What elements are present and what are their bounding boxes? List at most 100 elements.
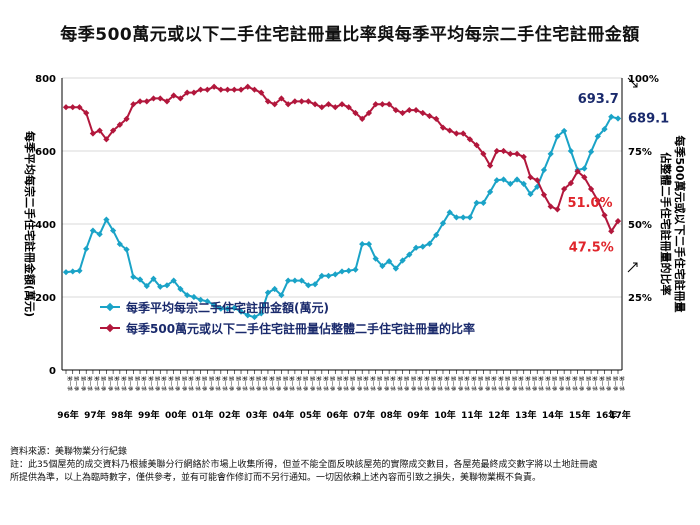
x-quarter-label: 第一季 [248,376,255,391]
point-amount [540,166,548,174]
x-year-label: 13年 [515,409,537,421]
x-quarter-label: 第一季 [295,376,302,391]
point-amount [587,148,595,155]
x-quarter-label: 第一季 [423,376,430,391]
point-amount [271,285,278,293]
point-amount [103,216,110,223]
point-ratio [318,104,325,111]
point-ratio [83,109,90,117]
y-left-tick-label: 0 [49,366,56,377]
y-right-tick-label: 100% [628,74,659,85]
x-year-label: 96年 [57,409,79,421]
point-amount [69,268,76,275]
x-quarter-label: 第一季 [194,376,201,391]
point-ratio [197,86,204,93]
point-amount [83,245,90,252]
point-amount [325,272,332,279]
point-ratio [157,95,164,102]
x-quarter-label: 第一季 [544,376,551,391]
point-ratio [493,147,500,155]
arrow-amount-icon [627,77,638,88]
x-quarter-label: 第一季 [147,376,154,391]
point-ratio [136,98,144,105]
x-quarter-label: 第一季 [396,376,403,391]
x-year-label: 98年 [111,409,133,421]
point-amount [264,289,272,296]
point-ratio [244,83,251,90]
point-amount [278,292,285,299]
point-ratio [311,101,319,108]
x-quarter-label: 第一季 [100,376,107,391]
point-amount [426,240,433,247]
x-quarter-label: 第一季 [477,376,484,391]
x-year-label: 02年 [219,409,241,421]
x-year-label: 14年 [542,409,564,421]
annotations: 693.7 689.1 51.0% 47.5% [567,92,669,256]
point-amount [123,246,130,253]
x-year-label: 97年 [84,409,106,421]
point-amount [130,273,137,281]
x-year-label: 99年 [138,409,160,421]
legend-label-amount: 每季平均每宗二手住宅註冊金額(萬元) [126,300,329,315]
x-quarter-label: 第一季 [409,376,416,391]
x-quarter-label: 第一季 [571,376,578,391]
x-quarter-label: 第一季 [510,376,517,391]
point-amount [547,150,554,158]
x-year-label: 17年 [609,409,631,421]
x-quarter-label: 第一季 [342,376,349,391]
point-amount [251,313,258,321]
x-year-label: 03年 [246,409,268,421]
point-ratio [298,98,305,105]
point-ratio [170,92,177,99]
x-quarter-label: 第一季 [564,376,571,391]
x-quarter-label: 第一季 [127,376,134,391]
point-amount [311,281,319,288]
point-ratio [76,104,83,111]
point-amount [581,165,588,172]
point-amount [486,188,494,195]
x-quarter-label: 第一季 [268,376,275,391]
x-quarter-label: 第一季 [201,376,208,391]
point-ratio [500,147,507,155]
series-line-ratio [66,85,619,233]
point-ratio [204,86,211,93]
x-quarter-label: 第一季 [302,376,309,391]
legend-marker-amount [105,302,115,312]
point-ratio [62,104,70,111]
x-quarter-label: 第一季 [349,376,356,391]
data-label: 689.1 [628,111,669,126]
point-amount [62,269,70,276]
x-quarter-label: 第一季 [530,376,537,391]
point-amount [460,214,467,221]
x-quarter-label: 第一季 [160,376,167,391]
x-year-label: 12年 [488,409,510,421]
point-ratio [69,104,76,111]
x-quarter-label: 第一季 [228,376,235,391]
x-quarter-label: 第一季 [443,376,450,391]
point-amount [392,265,399,272]
x-year-label: 16年 [596,409,618,421]
point-ratio [325,101,332,108]
x-quarter-label: 第一季 [315,376,322,391]
point-amount [190,293,198,301]
arrow-ratio-head-icon [633,262,638,267]
x-year-label: 07年 [353,409,375,421]
x-quarter-label: 第一季 [618,376,625,391]
x-quarter-label: 第一季 [308,376,315,391]
y-left-tick-label: 800 [35,74,56,85]
point-ratio [406,107,413,114]
data-label: 51.0% [567,196,612,211]
point-ratio [419,109,426,117]
x-quarter-label: 第一季 [174,376,181,391]
point-amount [419,243,426,250]
point-amount [338,268,346,275]
point-amount [305,282,312,289]
point-ratio [453,130,460,137]
x-quarter-label: 第一季 [551,376,558,391]
point-amount [386,258,393,265]
point-amount [399,257,406,264]
point-ratio [399,109,406,117]
x-quarter-label: 第一季 [389,376,396,391]
